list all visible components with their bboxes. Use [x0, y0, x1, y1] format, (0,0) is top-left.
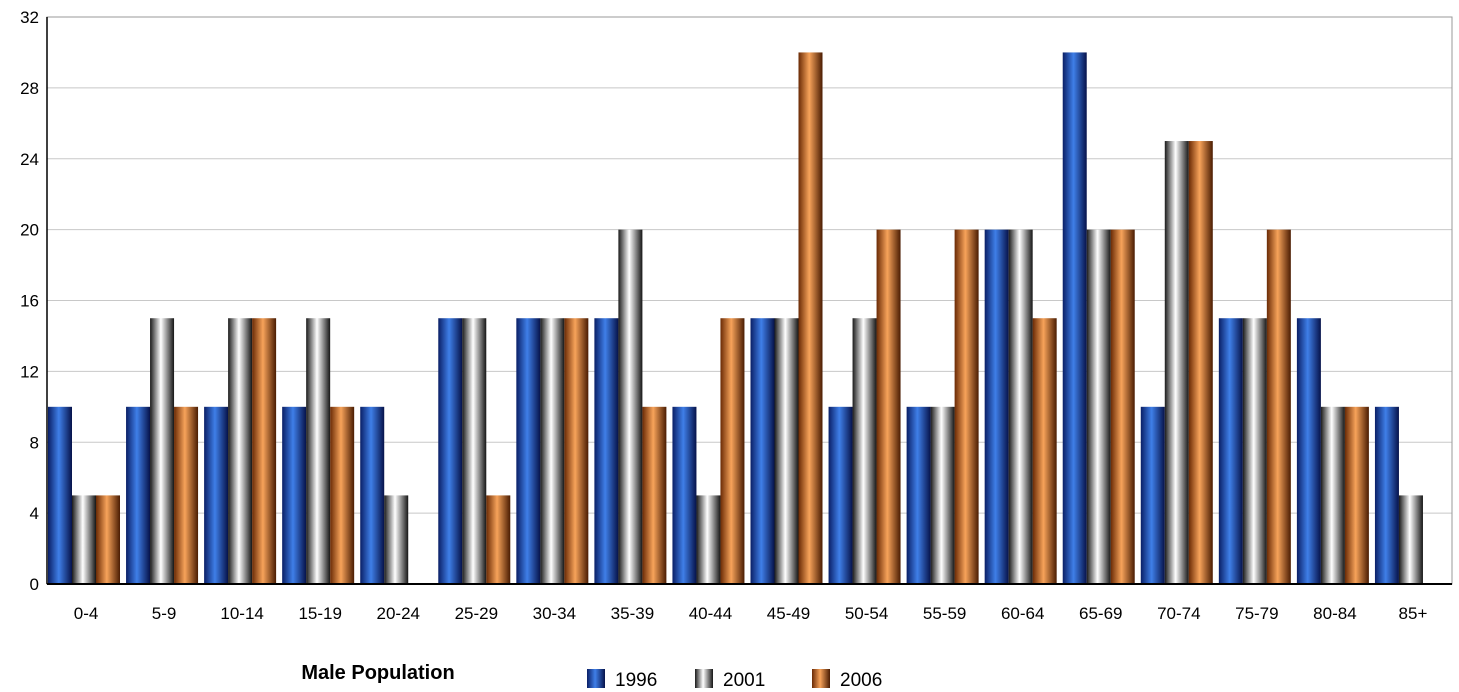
legend-swatch-2001 [695, 669, 713, 688]
y-tick-label: 16 [20, 292, 39, 311]
bar-1996-0-4 [48, 406, 72, 584]
bar-2006-25-29 [486, 495, 511, 584]
y-tick-label: 20 [20, 221, 39, 240]
x-tick-label: 25-29 [455, 604, 498, 623]
bar-2006-15-19 [330, 406, 355, 584]
legend-label-2006: 2006 [840, 670, 882, 691]
legend-swatch-2006 [812, 669, 830, 688]
bar-2001-10-14 [228, 318, 253, 584]
bar-1996-35-39 [594, 318, 619, 584]
x-tick-label: 70-74 [1157, 604, 1200, 623]
bar-2001-80-84 [1320, 406, 1345, 584]
legend-label-2001: 2001 [723, 670, 765, 691]
bar-1996-50-54 [828, 406, 853, 584]
legend-label-1996: 1996 [615, 670, 657, 691]
axes [46, 16, 1453, 585]
bar-2001-30-34 [540, 318, 565, 584]
y-tick-label: 12 [20, 362, 39, 381]
bar-2001-60-64 [1008, 229, 1033, 584]
x-tick-label: 35-39 [611, 604, 654, 623]
y-tick-label: 0 [30, 575, 39, 594]
bar-1996-30-34 [516, 318, 541, 584]
bar-2001-40-44 [696, 495, 721, 584]
bar-2001-0-4 [72, 495, 96, 584]
x-tick-label: 5-9 [152, 604, 177, 623]
bar-2006-65-69 [1110, 229, 1135, 584]
bar-2006-35-39 [642, 406, 667, 584]
x-tick-label: 60-64 [1001, 604, 1044, 623]
bar-2001-55-59 [930, 406, 955, 584]
bar-2006-80-84 [1344, 406, 1369, 584]
bar-2001-45-49 [774, 318, 799, 584]
bar-2001-65-69 [1086, 229, 1111, 584]
legend: 1996 2001 2006 [587, 669, 882, 691]
bar-2001-20-24 [384, 495, 409, 584]
legend-swatch-1996 [587, 669, 605, 688]
bar-1996-45-49 [750, 318, 775, 584]
bar-1996-40-44 [672, 406, 697, 584]
bars [48, 52, 1423, 584]
bar-2006-40-44 [720, 318, 745, 584]
bar-1996-15-19 [282, 406, 307, 584]
bar-2001-5-9 [150, 318, 175, 584]
y-axis-ticks: 0 4 8 12 16 20 24 28 32 [20, 8, 39, 594]
bar-2001-15-19 [306, 318, 331, 584]
bar-1996-20-24 [360, 406, 385, 584]
y-tick-label: 4 [30, 504, 39, 523]
bar-2001-35-39 [618, 229, 643, 584]
x-tick-label: 75-79 [1235, 604, 1278, 623]
x-tick-label: 80-84 [1313, 604, 1356, 623]
x-tick-label: 65-69 [1079, 604, 1122, 623]
bar-1996-5-9 [126, 406, 151, 584]
y-tick-label: 8 [30, 433, 39, 452]
bar-1996-75-79 [1218, 318, 1243, 584]
bar-2006-5-9 [174, 406, 199, 584]
bar-2006-70-74 [1188, 141, 1213, 584]
bar-2006-60-64 [1032, 318, 1057, 584]
bar-1996-10-14 [204, 406, 229, 584]
x-tick-label: 45-49 [767, 604, 810, 623]
x-tick-label: 0-4 [74, 604, 99, 623]
x-tick-label: 10-14 [220, 604, 263, 623]
x-axis-title: Male Population [301, 662, 454, 684]
bar-2006-30-34 [564, 318, 589, 584]
bar-2001-70-74 [1164, 141, 1189, 584]
x-tick-label: 20-24 [377, 604, 420, 623]
bar-2006-75-79 [1266, 229, 1291, 584]
x-axis-ticks: 0-4 5-9 10-14 15-19 20-24 25-29 30-34 35-39 40-4… [74, 604, 1428, 623]
y-tick-label: 32 [20, 8, 39, 27]
bar-1996-25-29 [438, 318, 463, 584]
bar-1996-80-84 [1296, 318, 1321, 584]
x-tick-label: 55-59 [923, 604, 966, 623]
bar-1996-55-59 [906, 406, 931, 584]
bar-1996-60-64 [984, 229, 1009, 584]
gridlines [47, 16, 1452, 514]
x-tick-label: 40-44 [689, 604, 732, 623]
bar-1996-65-69 [1062, 52, 1087, 584]
y-tick-label: 24 [20, 150, 39, 169]
bar-2001-25-29 [462, 318, 487, 584]
x-tick-label: 30-34 [533, 604, 576, 623]
bar-2006-45-49 [798, 52, 823, 584]
bar-2006-10-14 [252, 318, 277, 584]
x-tick-label: 85+ [1399, 604, 1428, 623]
bar-2006-0-4 [96, 495, 120, 584]
x-tick-label: 15-19 [298, 604, 341, 623]
y-tick-label: 28 [20, 79, 39, 98]
x-tick-label: 50-54 [845, 604, 888, 623]
bar-1996-70-74 [1140, 406, 1165, 584]
bar-2001-50-54 [852, 318, 877, 584]
bar-2006-55-59 [954, 229, 979, 584]
bar-2006-50-54 [876, 229, 901, 584]
bar-2001-75-79 [1242, 318, 1267, 584]
bar-2001-85+ [1398, 495, 1423, 584]
bar-1996-85+ [1374, 406, 1399, 584]
